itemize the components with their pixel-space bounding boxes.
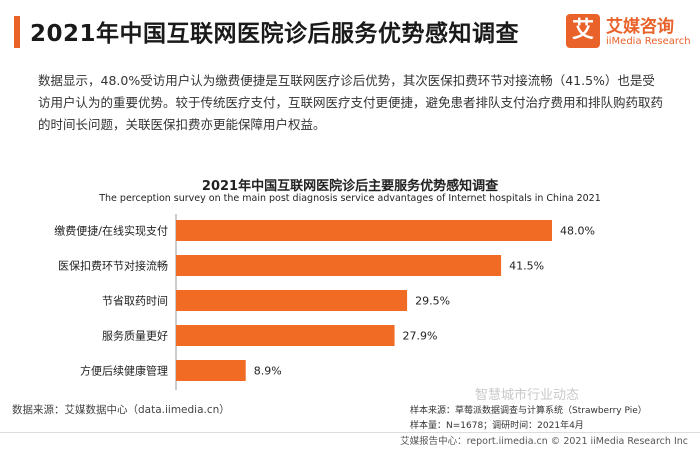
description-paragraph: 数据显示，48.0%受访用户认为缴费便捷是互联网医疗诊后优势，其次医保扣费环节对… bbox=[38, 73, 664, 132]
category-label-2: 节省取药时间 bbox=[102, 295, 168, 308]
logo-cn-text: 艾媒咨询 bbox=[606, 17, 674, 37]
value-label-2: 29.5% bbox=[415, 295, 450, 308]
sample-size: 样本量：N=1678；调研时间：2021年4月 bbox=[410, 421, 584, 431]
logo-badge-icon: 艾 bbox=[566, 14, 600, 48]
watermark-text: 智慧城市行业动态 bbox=[475, 388, 580, 403]
value-label-1: 41.5% bbox=[509, 260, 544, 273]
value-label-4: 8.9% bbox=[254, 365, 282, 378]
bar-0 bbox=[176, 220, 552, 241]
category-label-0: 缴费便捷/在线实现支付 bbox=[54, 224, 168, 238]
category-label-3: 服务质量更好 bbox=[102, 329, 168, 343]
sample-info-block: 样本来源：草莓派数据调查与计算系统（Strawberry Pie） 样本量：N=… bbox=[410, 404, 647, 434]
value-label-0: 48.0% bbox=[560, 225, 595, 238]
bottom-bar: 艾媒报告中心：report.iimedia.cn © 2021 iiMedia … bbox=[0, 432, 700, 451]
bar-2 bbox=[176, 290, 408, 311]
report-center-text: 艾媒报告中心：report.iimedia.cn © 2021 iiMedia … bbox=[400, 436, 688, 447]
category-label-1: 医保扣费环节对接流畅 bbox=[58, 259, 168, 273]
bar-3 bbox=[176, 325, 395, 346]
title-accent-bar bbox=[14, 16, 20, 48]
chart-subtitle: The perception survey on the main post d… bbox=[99, 193, 601, 204]
bar-chart: 缴费便捷/在线实现支付 48.0% 医保扣费环节对接流畅 41.5% 节省取药时间 29.… bbox=[54, 214, 595, 390]
category-label-4: 方便后续健康管理 bbox=[80, 364, 168, 378]
bar-1 bbox=[176, 255, 502, 276]
chart-title: 2021年中国互联网医院诊后主要服务优势感知调查 bbox=[201, 179, 499, 194]
value-label-3: 27.9% bbox=[403, 330, 438, 343]
brand-logo: 艾 艾媒咨询 iiMedia Research bbox=[566, 10, 698, 56]
bar-4 bbox=[176, 360, 246, 381]
page-title: 2021年中国互联网医院诊后服务优势感知调查 bbox=[30, 21, 520, 47]
logo-en-text: iiMedia Research bbox=[606, 36, 691, 47]
data-source: 数据来源：艾媒数据中心（data.iimedia.cn） bbox=[12, 404, 230, 416]
sample-source: 样本来源：草莓派数据调查与计算系统（Strawberry Pie） bbox=[410, 406, 647, 416]
